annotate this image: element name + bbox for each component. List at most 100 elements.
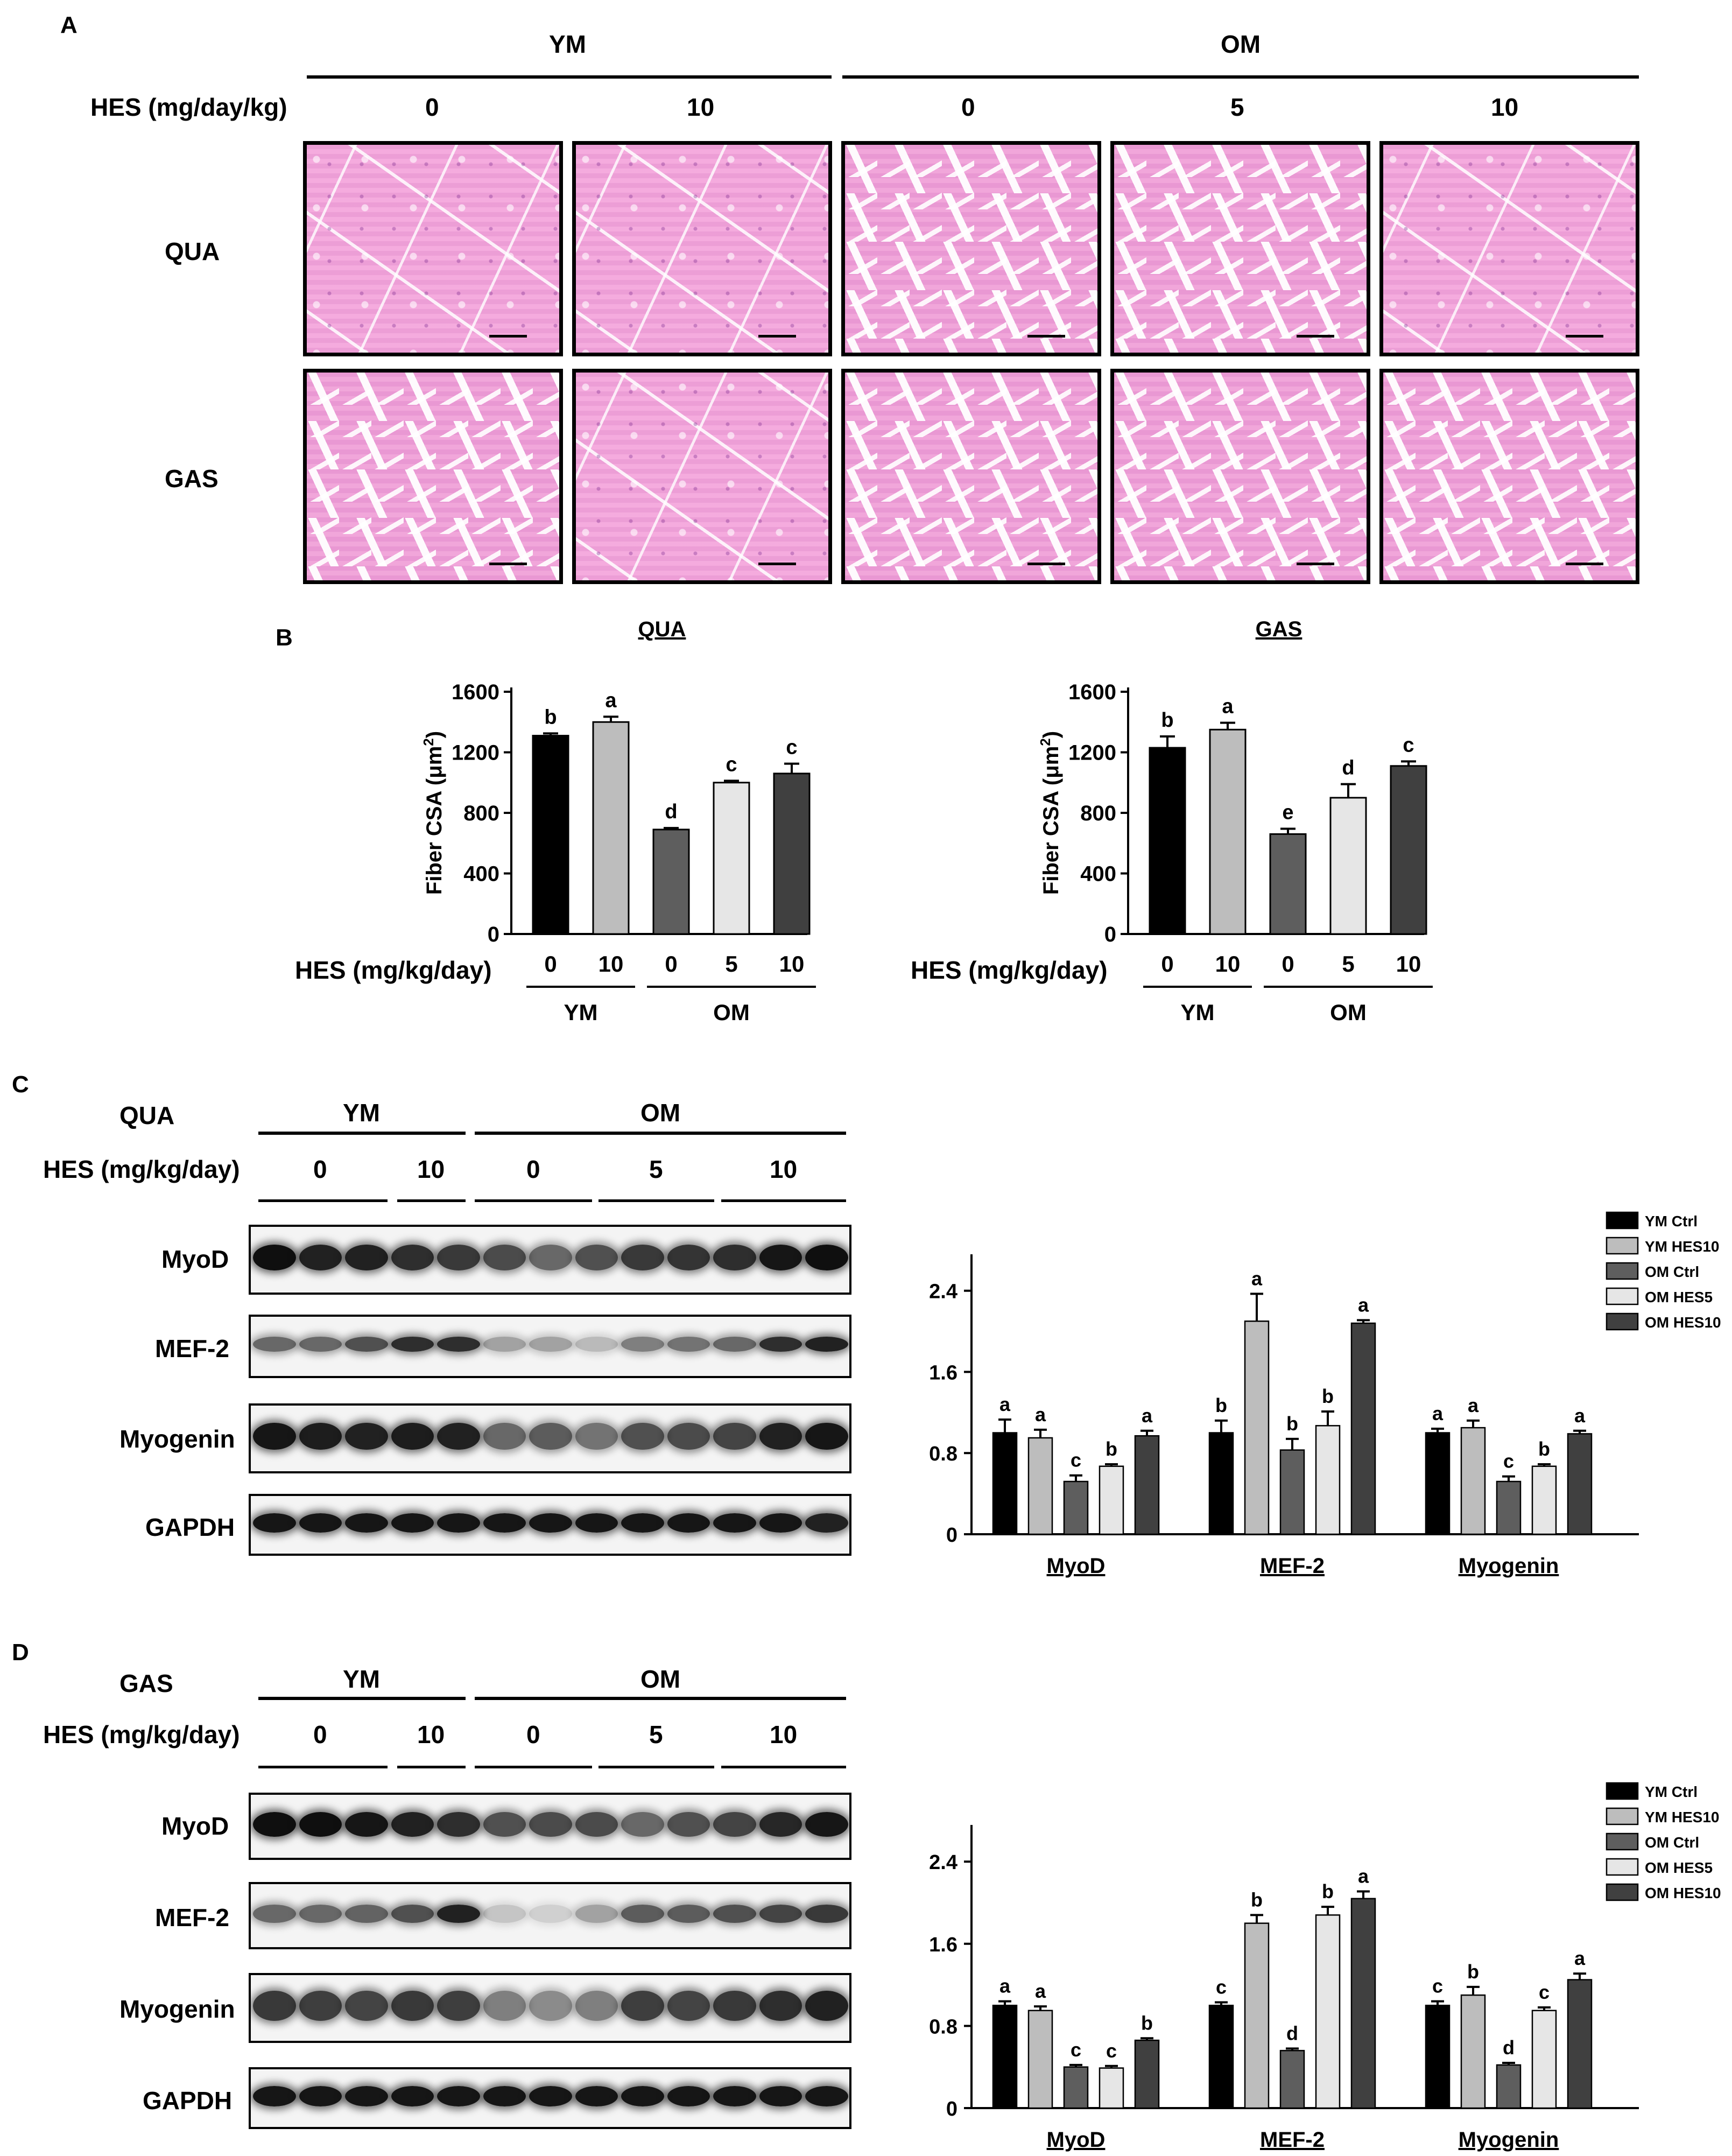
legend-swatch bbox=[1606, 1807, 1639, 1825]
blot-band bbox=[575, 1423, 618, 1450]
blot-band bbox=[529, 1245, 572, 1270]
blot-band bbox=[391, 1337, 434, 1352]
significance-letter: b bbox=[1251, 1888, 1263, 1911]
significance-letter: c bbox=[1403, 734, 1414, 756]
panel-c-dose: 0 bbox=[526, 1155, 540, 1183]
blot-band bbox=[299, 1337, 342, 1352]
panel-c-blot-label: GAPDH bbox=[145, 1513, 235, 1541]
group-label-old: OM bbox=[1330, 1000, 1367, 1025]
bar bbox=[1496, 2064, 1522, 2109]
bar bbox=[1244, 1922, 1270, 2109]
panel-c-blot-label: MyoD bbox=[161, 1245, 229, 1273]
blot-band bbox=[805, 1513, 848, 1533]
bar bbox=[1244, 1320, 1270, 1535]
blot-band bbox=[805, 1811, 848, 1837]
blot-band bbox=[299, 1513, 342, 1533]
bar bbox=[1063, 1480, 1089, 1535]
x-tick-label: 5 bbox=[1342, 951, 1354, 977]
significance-letter: b bbox=[1141, 2012, 1153, 2034]
blot-band bbox=[483, 1991, 526, 2021]
panel-c-lane-line bbox=[475, 1199, 592, 1202]
blot-band bbox=[621, 1904, 664, 1923]
blot-band bbox=[667, 1991, 710, 2021]
blot-band bbox=[345, 1811, 388, 1837]
blot-band bbox=[621, 1811, 664, 1837]
blot-band bbox=[667, 1904, 710, 1923]
blot-band bbox=[713, 1904, 756, 1923]
blot-band bbox=[759, 1811, 802, 1837]
blot-band bbox=[621, 2085, 664, 2106]
significance-letter: c bbox=[1432, 1975, 1443, 1997]
blot-strip-mef2 bbox=[249, 1882, 851, 1949]
blot-band bbox=[713, 1991, 756, 2021]
blot-band bbox=[575, 1991, 618, 2021]
x-category-label: Myogenin bbox=[1459, 2128, 1559, 2152]
bar bbox=[1315, 1425, 1341, 1535]
panel-d-lane-line bbox=[721, 1766, 846, 1768]
blot-band bbox=[759, 1991, 802, 2021]
blot-band bbox=[713, 1811, 756, 1837]
panel-a-dose: 10 bbox=[687, 93, 715, 121]
legend-label: OM HES5 bbox=[1645, 1859, 1713, 1876]
bar bbox=[1390, 765, 1427, 935]
histology-gas-ym-0 bbox=[303, 369, 563, 584]
blot-strip-myod bbox=[249, 1793, 851, 1860]
panel-c-lane-line bbox=[397, 1199, 466, 1202]
x-tick-label: 0 bbox=[544, 951, 557, 977]
blot-band bbox=[483, 1811, 526, 1837]
bar bbox=[1350, 1898, 1376, 2109]
blot-band bbox=[483, 1513, 526, 1533]
x-tick-label: 0 bbox=[1282, 951, 1294, 977]
panel-a-dose: 0 bbox=[961, 93, 975, 121]
blot-band bbox=[253, 1991, 296, 2021]
significance-letter: a bbox=[1574, 1404, 1586, 1427]
bar bbox=[1567, 1433, 1593, 1535]
blot-band bbox=[391, 1245, 434, 1270]
panel-a-label: A bbox=[60, 12, 78, 38]
significance-letter: a bbox=[1142, 1404, 1153, 1427]
panel-d-dose: 0 bbox=[313, 1720, 327, 1748]
bar bbox=[992, 2004, 1018, 2109]
blot-band bbox=[437, 1811, 480, 1837]
bar bbox=[1279, 2049, 1305, 2109]
blot-band bbox=[713, 1513, 756, 1533]
significance-letter: a bbox=[1251, 1267, 1263, 1289]
significance-letter: c bbox=[1539, 1981, 1550, 2003]
blot-band bbox=[759, 1904, 802, 1923]
panel-b-dose-header-qua: HES (mg/kg/day) bbox=[295, 956, 492, 984]
significance-letter: a bbox=[999, 1975, 1011, 1997]
panel-c-lane-line bbox=[721, 1199, 846, 1202]
significance-letter: b bbox=[1286, 1413, 1298, 1435]
blot-band bbox=[713, 2085, 756, 2106]
panel-d-lane-line bbox=[258, 1766, 388, 1768]
panel-c-lane-line bbox=[258, 1199, 388, 1202]
significance-letter: b bbox=[1322, 1385, 1334, 1407]
y-tick-label: 0.8 bbox=[929, 1443, 957, 1465]
bar bbox=[1460, 1427, 1486, 1535]
panel-d-old-line bbox=[475, 1697, 846, 1700]
blot-band bbox=[299, 1991, 342, 2021]
legend-label: OM HES10 bbox=[1645, 1314, 1721, 1331]
bar bbox=[1099, 1465, 1124, 1535]
bar bbox=[1269, 833, 1307, 935]
blot-band bbox=[805, 1423, 848, 1450]
panel-c-lane-line bbox=[599, 1199, 714, 1202]
blot-band bbox=[253, 1423, 296, 1450]
significance-letter: b bbox=[1538, 1438, 1550, 1460]
legend-swatch bbox=[1606, 1262, 1639, 1280]
legend-swatch bbox=[1606, 1237, 1639, 1255]
blot-band bbox=[667, 1811, 710, 1837]
histology-gas-om-5 bbox=[1110, 369, 1370, 584]
panel-d-chart: 0 0.8 1.6 2.4 a a c c b MyoD c b d b a MEF-2 c b d c a Myogen… bbox=[929, 1782, 1721, 2152]
panel-d-dose: 10 bbox=[770, 1720, 798, 1748]
histology-qua-om-5 bbox=[1110, 141, 1370, 356]
x-category-label: MyoD bbox=[1047, 1554, 1106, 1578]
significance-letter: a bbox=[1574, 1947, 1586, 1969]
legend-swatch bbox=[1606, 1883, 1639, 1901]
blot-band bbox=[391, 1423, 434, 1450]
panel-d-blot-label: GAPDH bbox=[143, 2087, 233, 2115]
y-tick-label: 0 bbox=[1104, 923, 1116, 946]
bar bbox=[1134, 1435, 1160, 1535]
y-tick-label: 1600 bbox=[1068, 680, 1116, 704]
histology-qua-ym-10 bbox=[572, 141, 832, 356]
